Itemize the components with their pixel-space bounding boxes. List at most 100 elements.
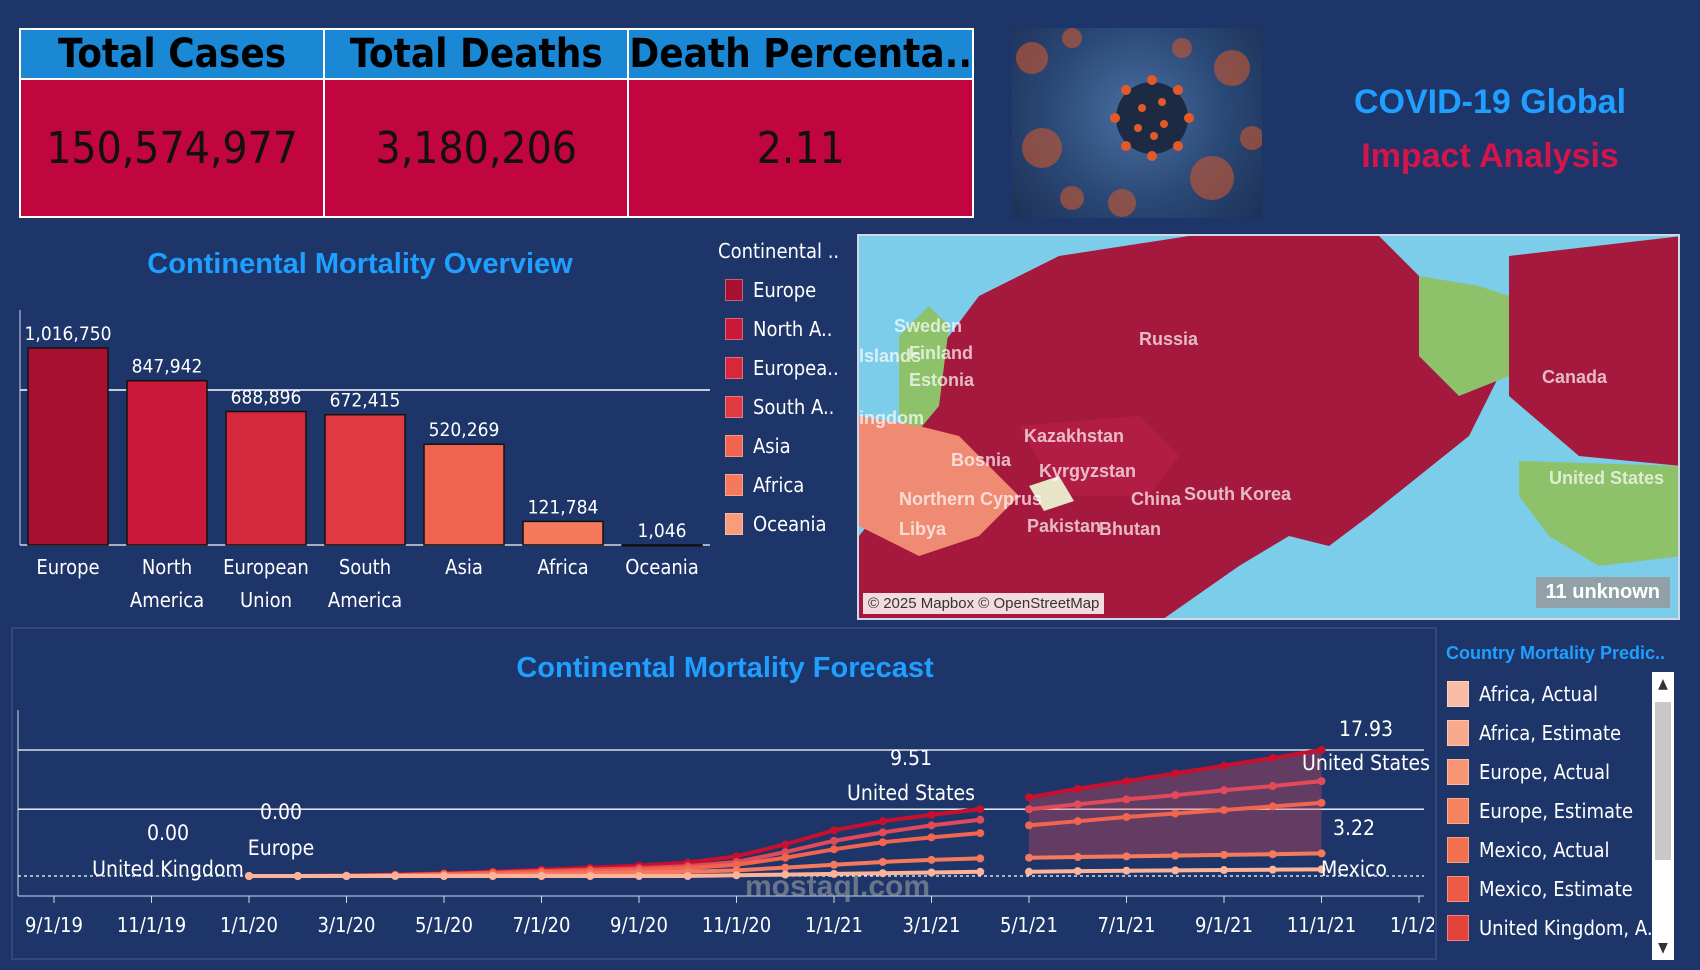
series-point bbox=[537, 872, 546, 880]
series-point bbox=[1171, 851, 1180, 860]
kpi-death-percentage: Death Percenta.. 2.11 bbox=[629, 30, 972, 216]
bar bbox=[522, 520, 604, 546]
series-point bbox=[830, 869, 838, 878]
series-point bbox=[976, 867, 985, 876]
legend-label: Europe bbox=[753, 278, 817, 302]
bar-value-label: 672,415 bbox=[330, 390, 401, 412]
legend-scrollbar[interactable]: ▲ ▼ bbox=[1652, 672, 1674, 960]
series-point bbox=[488, 872, 497, 880]
kpi-total-deaths: Total Deaths 3,180,206 bbox=[325, 30, 630, 216]
x-tick-label: 7/1/21 bbox=[1098, 913, 1156, 937]
series-point bbox=[1268, 802, 1277, 811]
series-point bbox=[1220, 786, 1228, 795]
legend-item[interactable]: Europe bbox=[725, 278, 816, 302]
series-point bbox=[1025, 853, 1033, 862]
kpi-header: Total Cases bbox=[21, 30, 324, 80]
bar bbox=[27, 347, 109, 546]
series-point bbox=[1073, 817, 1082, 826]
map-unknown-badge[interactable]: 11 unknown bbox=[1535, 577, 1670, 608]
legend-swatch bbox=[1447, 759, 1469, 785]
legend-item[interactable]: Asia bbox=[725, 434, 791, 458]
map-label: Finland bbox=[909, 343, 973, 363]
series-point bbox=[1317, 849, 1326, 858]
legend-swatch bbox=[725, 474, 743, 496]
legend-item[interactable]: Oceania bbox=[725, 512, 827, 536]
series-point bbox=[1025, 793, 1033, 802]
series-point bbox=[781, 848, 790, 857]
bar bbox=[324, 413, 406, 546]
series-point bbox=[781, 853, 790, 862]
series-point bbox=[1122, 866, 1131, 875]
scroll-down-icon[interactable]: ▼ bbox=[1658, 940, 1668, 956]
legend-item[interactable]: Mexico, Estimate bbox=[1447, 876, 1633, 902]
legend-item[interactable]: North A.. bbox=[725, 317, 832, 341]
x-tick-label: 3/1/20 bbox=[318, 913, 376, 937]
map-label: Kazakhstan bbox=[1024, 426, 1125, 446]
map-label: Libya bbox=[899, 519, 947, 539]
legend-item[interactable]: Africa bbox=[725, 473, 804, 497]
legend-label: Europea.. bbox=[753, 356, 839, 380]
legend-item[interactable]: Europea.. bbox=[725, 356, 839, 380]
legend-item[interactable]: Europe, Actual bbox=[1447, 759, 1610, 785]
annotation-label: Europe bbox=[248, 836, 314, 860]
scroll-thumb[interactable] bbox=[1655, 702, 1671, 860]
watermark: mostaql.com bbox=[745, 870, 931, 903]
legend-label: South A.. bbox=[753, 395, 835, 419]
map-label: Northern Cyprus bbox=[899, 489, 1043, 509]
series-point bbox=[1073, 867, 1082, 876]
forecast-panel bbox=[11, 627, 1437, 960]
series-point bbox=[830, 845, 838, 854]
legend-item[interactable]: United Kingdom, A.. bbox=[1447, 915, 1658, 941]
legend-item[interactable]: South A.. bbox=[725, 395, 834, 419]
legend-label: Mexico, Estimate bbox=[1479, 877, 1633, 901]
legend-item[interactable]: Africa, Actual bbox=[1447, 681, 1598, 707]
series-line-actual bbox=[249, 817, 981, 878]
forecast-legend-title: Country Mortality Predic.. bbox=[1446, 643, 1666, 663]
dashboard-title: COVID-19 Global Impact Analysis bbox=[1310, 75, 1670, 183]
series-point bbox=[1171, 769, 1180, 778]
bar bbox=[423, 443, 505, 546]
annotation-label: Mexico bbox=[1321, 857, 1387, 881]
series-point bbox=[586, 872, 595, 880]
kpi-value: 150,574,977 bbox=[21, 80, 324, 216]
legend-swatch bbox=[725, 318, 743, 340]
world-map[interactable]: Sweden Finland Estonia Russia Canada Kaz… bbox=[857, 234, 1680, 620]
legend-label: Europe, Actual bbox=[1479, 760, 1610, 784]
map-attribution[interactable]: © 2025 Mapbox © OpenStreetMap bbox=[863, 593, 1105, 614]
series-point bbox=[781, 870, 790, 879]
annotation-value: 17.93 bbox=[1339, 717, 1393, 741]
legend-swatch bbox=[1447, 798, 1469, 824]
kpi-header: Death Percenta.. bbox=[629, 30, 972, 80]
x-tick-label: North bbox=[142, 555, 192, 579]
series-point bbox=[1220, 761, 1228, 770]
series-point bbox=[927, 868, 936, 877]
map-label: Kyrgyzstan bbox=[1039, 461, 1137, 481]
map-label: China bbox=[1131, 489, 1182, 509]
x-tick-label: Oceania bbox=[625, 555, 699, 579]
legend-item[interactable]: Europe, Estimate bbox=[1447, 798, 1633, 824]
series-line-actual bbox=[249, 869, 981, 878]
series-point bbox=[1317, 798, 1326, 807]
bar-value-label: 520,269 bbox=[429, 419, 500, 441]
x-tick-label: 9/1/19 bbox=[25, 913, 83, 937]
series-point bbox=[1171, 809, 1180, 818]
map-label: Russia bbox=[1139, 329, 1199, 349]
annotation-value: 3.22 bbox=[1333, 816, 1375, 840]
legend-swatch bbox=[1447, 720, 1469, 746]
annotation-value: 0.00 bbox=[147, 821, 189, 845]
x-tick-label: 11/1/20 bbox=[702, 913, 771, 937]
legend-item[interactable]: Mexico, Actual bbox=[1447, 837, 1610, 863]
series-point bbox=[1073, 784, 1082, 793]
bar-value-label: 847,942 bbox=[132, 356, 203, 378]
series-point bbox=[1268, 865, 1277, 874]
series-point bbox=[1268, 753, 1277, 762]
series-point bbox=[1073, 800, 1082, 809]
map-label: ingdom bbox=[859, 408, 924, 428]
annotation-label: United States bbox=[847, 781, 975, 805]
map-shapes bbox=[859, 236, 1678, 618]
kpi-value: 3,180,206 bbox=[325, 80, 628, 216]
map-label: Canada bbox=[1542, 367, 1608, 387]
scroll-up-icon[interactable]: ▲ bbox=[1658, 676, 1668, 692]
legend-item[interactable]: Africa, Estimate bbox=[1447, 720, 1621, 746]
series-point bbox=[1171, 791, 1180, 800]
